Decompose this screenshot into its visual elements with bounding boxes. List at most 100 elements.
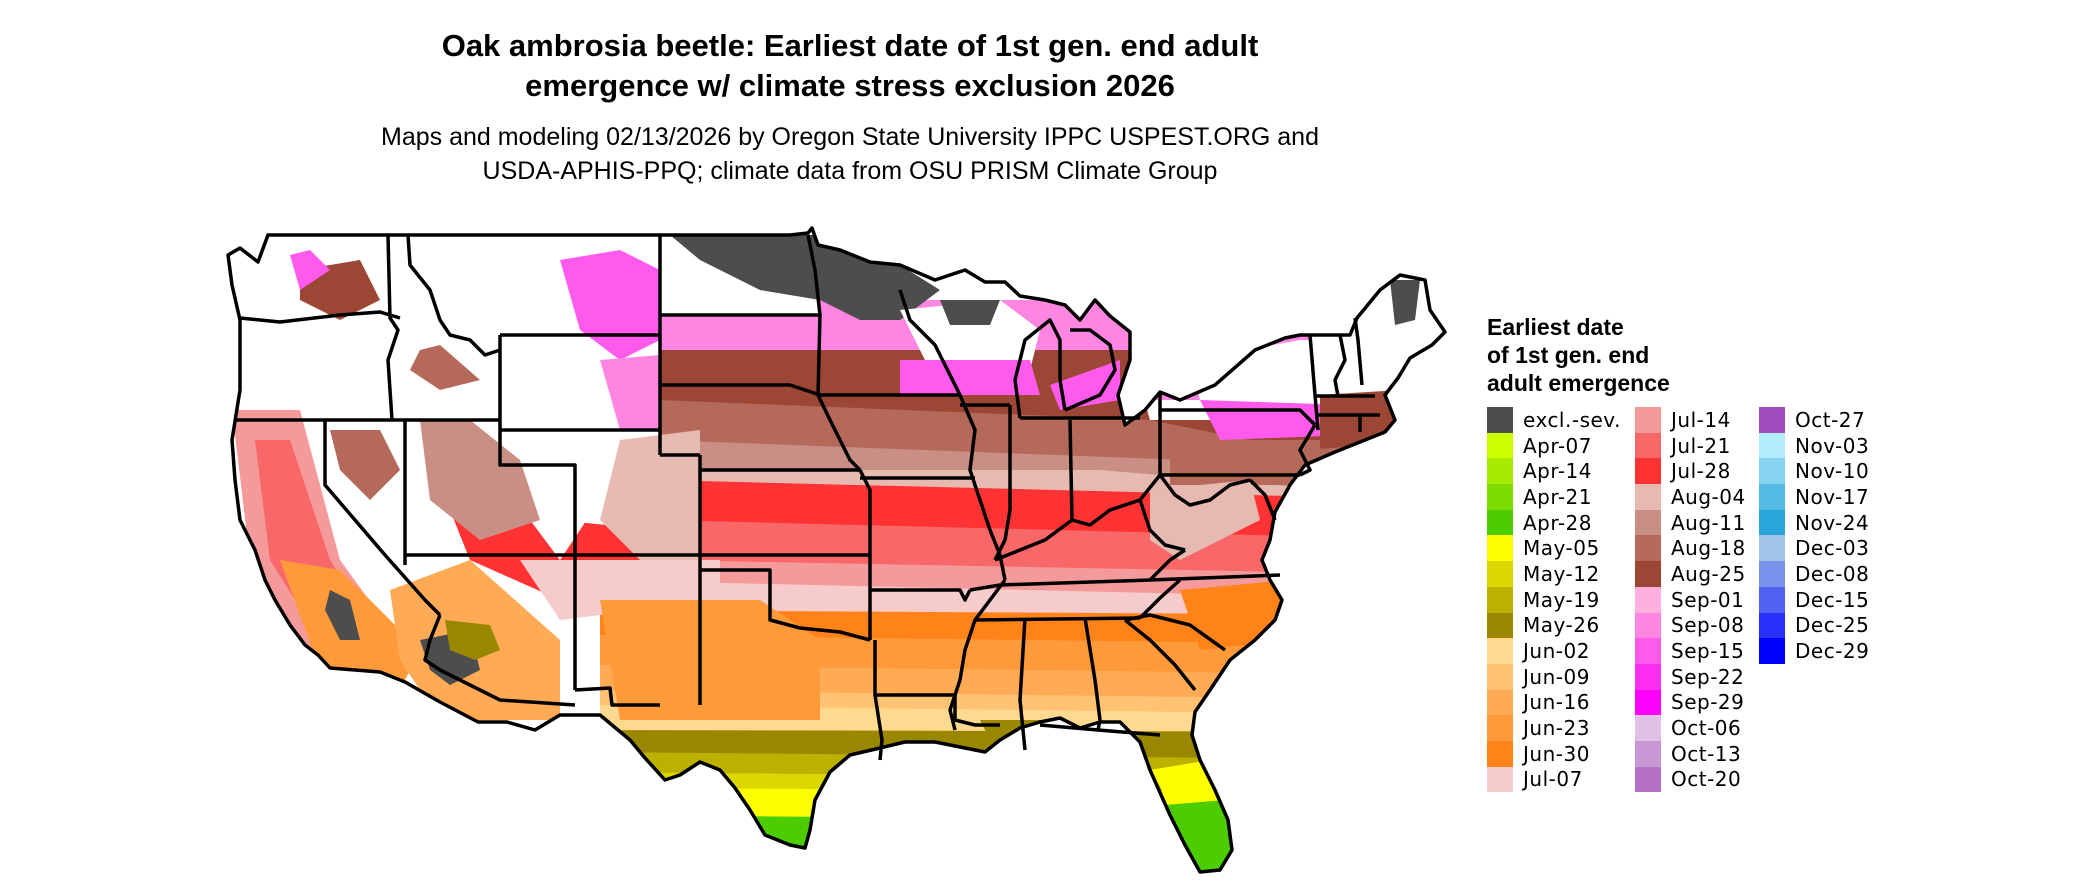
legend-item: Jun-23 [1487,715,1621,741]
legend-swatch [1635,612,1661,639]
legend-swatch [1487,484,1513,510]
legend-item: Nov-17 [1759,484,1869,510]
legend-item: Dec-25 [1759,612,1869,639]
border-mo-ar [870,588,972,602]
legend-label: Sep-08 [1671,613,1745,638]
legend-swatch [1759,509,1785,536]
map-subtitle-line-1: Maps and modeling 02/13/2026 by Oregon S… [381,123,1319,151]
legend-label: Jul-21 [1671,433,1731,458]
legend-item: Sep-22 [1635,663,1746,690]
legend-item: Dec-08 [1759,561,1869,587]
legend-title-line-3: adult emergence [1487,370,1670,396]
border-ok-tx [700,568,871,642]
legend-label: Sep-15 [1671,639,1745,664]
legend-column-1: excl.-sev. Apr-07 Apr-14 Apr-21 Apr-28 May-05… [1487,407,1621,793]
zone-appalachia-pink [1150,480,1260,560]
legend-swatch [1759,535,1785,562]
border-mn-wi [898,289,962,396]
border-ms-al [1018,617,1027,751]
legend-swatch [1759,561,1785,587]
zone-maine-dark [1390,280,1420,325]
border-tx-la [873,694,884,761]
legend-label: Sep-29 [1671,690,1745,715]
zone-wa-magenta [290,250,330,290]
legend-item: Jun-09 [1487,663,1621,690]
legend-item: Sep-29 [1635,689,1746,716]
legend-item: Apr-07 [1487,432,1621,459]
border-vt-nh [1333,334,1347,397]
border-ky-va [1148,548,1186,582]
zone-wisconsin-white [900,300,1040,370]
legend-title-line-1: Earliest date [1487,314,1624,340]
legend-swatch [1759,458,1785,485]
legend-swatch [1487,509,1513,536]
border-ca-nv [323,420,442,617]
legend-item: Aug-18 [1635,535,1746,562]
map-title-line-1: Oak ambrosia beetle: Earliest date of 1s… [441,28,1259,63]
legend-item: Oct-27 [1759,407,1869,433]
legend-item: Oct-13 [1635,740,1746,767]
legend-item: May-26 [1487,612,1621,639]
legend-label: Jun-09 [1523,664,1590,689]
border-va-nc [1149,573,1281,582]
border-wa-or [239,310,401,324]
legend-swatch [1487,535,1513,562]
legend-label: Apr-28 [1523,510,1592,535]
legend-swatch [1487,586,1513,613]
legend-label: Jun-23 [1523,716,1590,741]
zone-az-olive [445,620,500,660]
legend-label: Jun-02 [1523,639,1590,664]
legend-label: Apr-21 [1523,484,1592,509]
border-ut-co [498,430,577,555]
legend-label: Jul-28 [1671,459,1731,484]
legend-item: Sep-01 [1635,586,1746,613]
legend-item: Jun-30 [1487,740,1621,767]
border-mississippi-lower [948,578,1007,731]
border-il-in [993,405,1012,561]
zone-wyoming-magenta [600,355,660,430]
legend-swatch [1487,663,1513,690]
zone-sd-magenta [660,315,820,345]
legend-swatch [1635,663,1661,690]
band-may-12 [600,772,1445,795]
border-az-south [439,668,576,707]
legend-swatch [1487,715,1513,741]
border-ohio-river [994,473,1162,562]
us-emergence-map [226,226,1447,874]
legend-swatch [1635,432,1661,459]
border-ia-ne [816,394,862,472]
border-id-mt [406,234,501,357]
legend-swatch [1635,740,1661,767]
map-subtitle: Maps and modeling 02/13/2026 by Oregon S… [280,120,1420,188]
legend-swatch [1635,715,1661,741]
legend-title: Earliest date of 1st gen. end adult emer… [1487,313,1670,397]
legend-swatch [1635,535,1661,562]
zone-texas-orange [600,600,820,720]
legend-swatch [1487,458,1513,485]
zone-up-dark [940,300,1000,325]
legend-item: Dec-29 [1759,638,1869,664]
legend-item: Apr-21 [1487,484,1621,510]
legend-item: May-12 [1487,561,1621,587]
legend-swatch [1487,689,1513,716]
legend-item: Aug-11 [1635,509,1746,536]
legend-swatch [1635,484,1661,510]
legend-label: Aug-18 [1671,536,1746,561]
legend-item: May-05 [1487,535,1621,562]
michigan-thumb [1064,328,1117,412]
border-wv-ky [1138,499,1186,552]
legend-item: Nov-03 [1759,432,1869,459]
legend-label: Oct-27 [1795,407,1866,432]
legend-label: Jun-16 [1523,690,1590,715]
legend-item: Jul-21 [1635,432,1746,459]
legend-swatch [1759,484,1785,510]
legend-label: Apr-14 [1523,459,1592,484]
zone-wisconsin-magenta [900,360,1040,395]
band-apr-28 [600,815,1445,872]
legend-label: May-19 [1523,587,1600,612]
state-boundaries [226,226,1447,874]
border-va-md [1248,478,1277,521]
legend-item: Oct-06 [1635,715,1746,741]
legend-label: Sep-22 [1671,664,1745,689]
zone-nevada-brown [330,430,400,500]
